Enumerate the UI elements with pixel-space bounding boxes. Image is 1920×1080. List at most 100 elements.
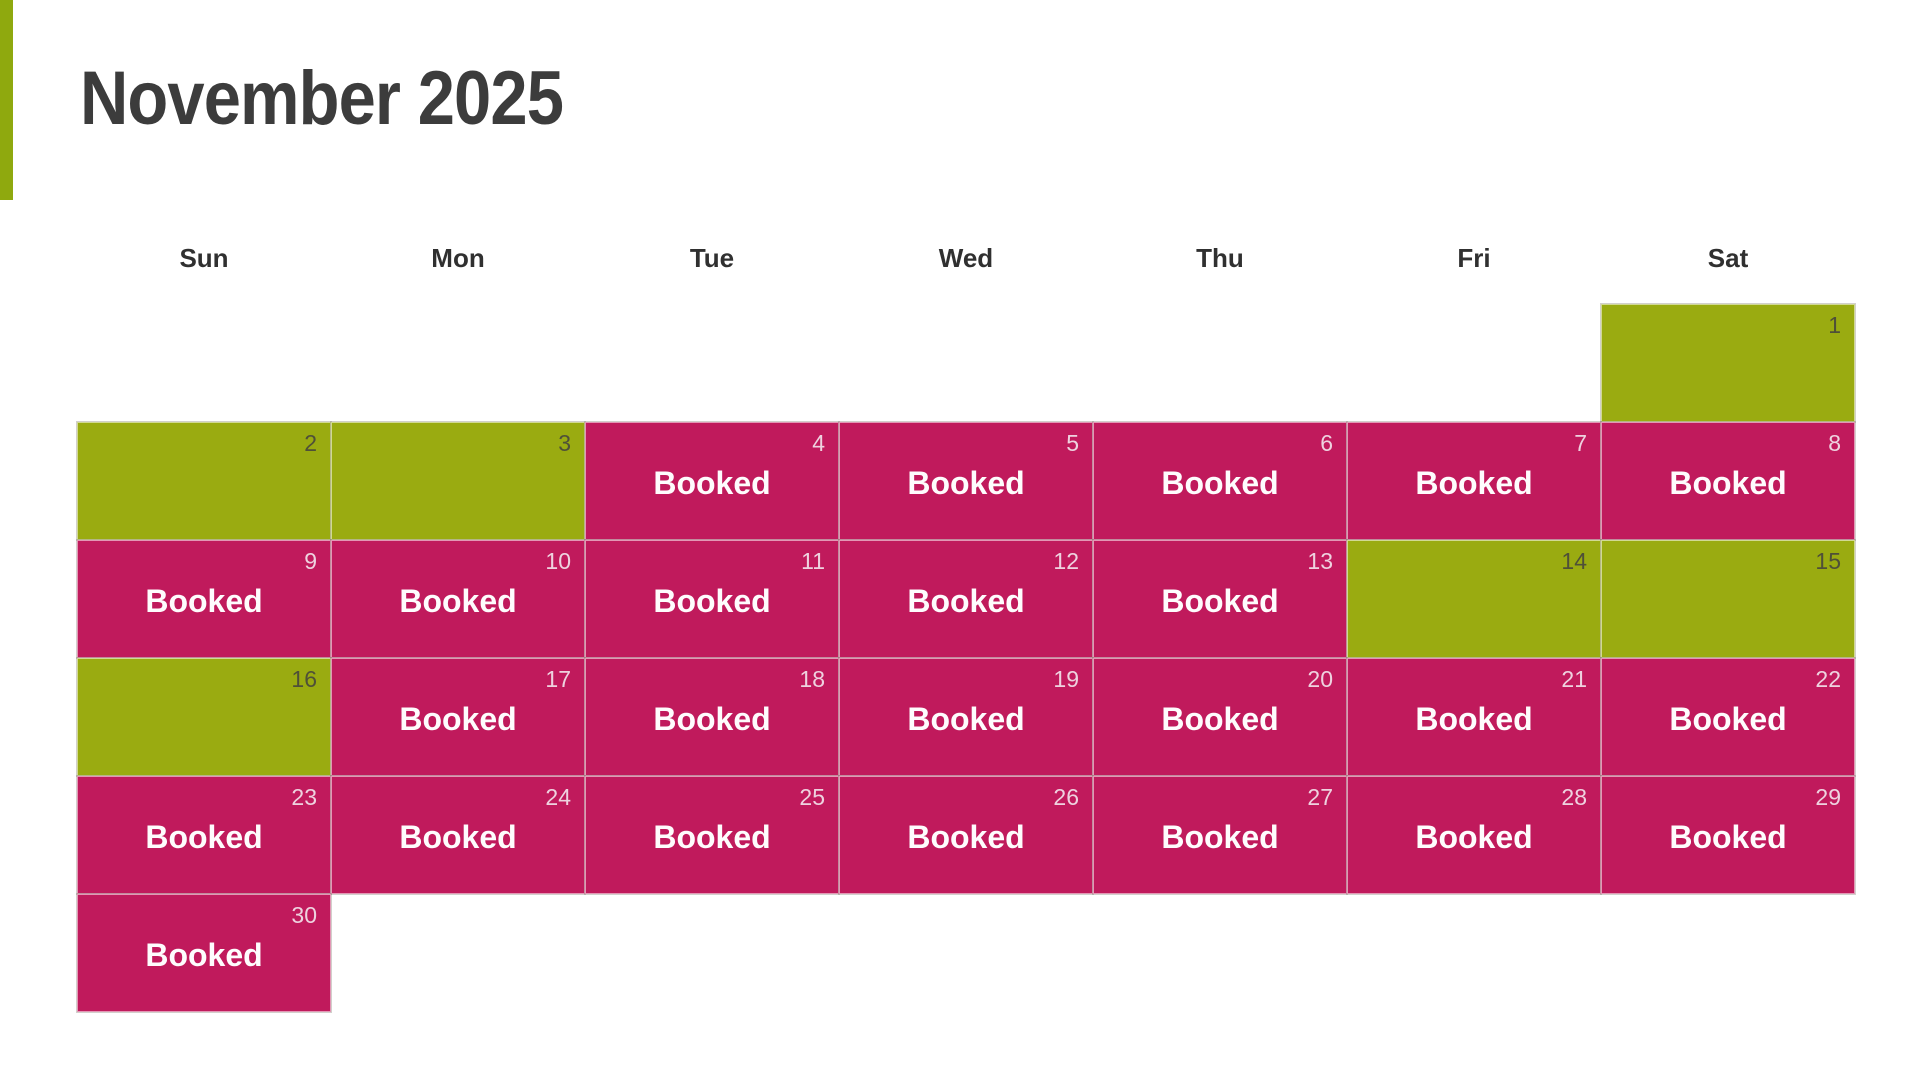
booked-label: Booked [653,700,771,737]
day-number: 25 [799,784,825,810]
empty-day-cell [331,894,585,1012]
day-number: 12 [1053,548,1079,574]
day-cell-26[interactable]: 26 Booked [839,776,1093,894]
day-cell-9[interactable]: 9 Booked [77,540,331,658]
day-cell-4[interactable]: 4 Booked [585,422,839,540]
day-cell-13[interactable]: 13 Booked [1093,540,1347,658]
booked-label: Booked [653,464,771,501]
day-number: 3 [558,430,571,456]
day-number: 16 [291,666,317,692]
weekday-label-sun: Sun [179,243,229,273]
day-number: 30 [291,902,317,928]
weekday-label-wed: Wed [938,243,994,273]
day-number: 15 [1815,548,1841,574]
day-cell-7[interactable]: 7 Booked [1347,422,1601,540]
day-cell-21[interactable]: 21 Booked [1347,658,1601,776]
accent-bar [0,0,13,200]
day-number: 11 [801,548,825,574]
day-number: 8 [1828,430,1841,456]
day-number: 1 [1828,312,1841,338]
day-number: 5 [1066,430,1079,456]
day-cell-16[interactable]: 16 [77,658,331,776]
empty-day-cell [331,304,585,422]
booked-label: Booked [1669,818,1787,855]
booked-label: Booked [399,700,517,737]
booked-label: Booked [399,818,517,855]
day-number: 22 [1815,666,1841,692]
day-number: 21 [1561,666,1587,692]
day-cell-24[interactable]: 24 Booked [331,776,585,894]
day-number: 17 [545,666,571,692]
day-cell-29[interactable]: 29 Booked [1601,776,1855,894]
day-number: 9 [304,548,317,574]
booked-label: Booked [1161,700,1279,737]
day-number: 23 [291,784,317,810]
weekday-label-thu: Thu [1196,243,1244,273]
day-cell-18[interactable]: 18 Booked [585,658,839,776]
day-number: 6 [1320,430,1333,456]
day-cell-28[interactable]: 28 Booked [1347,776,1601,894]
day-cell-6[interactable]: 6 Booked [1093,422,1347,540]
booked-label: Booked [1415,700,1533,737]
day-number: 7 [1574,430,1587,456]
booked-label: Booked [653,582,771,619]
day-number: 18 [799,666,825,692]
empty-day-cell [1347,304,1601,422]
empty-day-cell [839,304,1093,422]
day-cell-20[interactable]: 20 Booked [1093,658,1347,776]
booked-label: Booked [907,700,1025,737]
day-number: 2 [304,430,317,456]
day-cell-5[interactable]: 5 Booked [839,422,1093,540]
weekday-label-sat: Sat [1707,243,1749,273]
booked-label: Booked [145,582,263,619]
day-cell-19[interactable]: 19 Booked [839,658,1093,776]
day-number: 27 [1307,784,1333,810]
day-number: 24 [545,784,571,810]
booked-label: Booked [1161,464,1279,501]
day-cell-23[interactable]: 23 Booked [77,776,331,894]
day-cell-22[interactable]: 22 Booked [1601,658,1855,776]
day-cell-8[interactable]: 8 Booked [1601,422,1855,540]
day-number: 29 [1815,784,1841,810]
day-cell-15[interactable]: 15 [1601,540,1855,658]
weekday-label-mon: Mon [431,243,485,273]
empty-day-cell [585,304,839,422]
weekday-header-row: Sun Mon Tue Wed Thu Fri Sat [77,240,1855,276]
day-cell-27[interactable]: 27 Booked [1093,776,1347,894]
calendar-grid: 1 2 3 4 Booked 5 Booked 6 Booked 7 Booked 8 Booked 9 B… [77,304,1855,1012]
day-number: 28 [1561,784,1587,810]
day-cell-11[interactable]: 11 Booked [585,540,839,658]
day-cell-2[interactable]: 2 [77,422,331,540]
booked-label: Booked [1415,818,1533,855]
day-number: 20 [1307,666,1333,692]
day-cell-12[interactable]: 12 Booked [839,540,1093,658]
day-cell-17[interactable]: 17 Booked [331,658,585,776]
page-title: November 2025 [80,56,564,141]
empty-day-cell [1601,894,1855,1012]
booked-label: Booked [1161,818,1279,855]
day-cell-25[interactable]: 25 Booked [585,776,839,894]
empty-day-cell [77,304,331,422]
booked-label: Booked [907,464,1025,501]
empty-day-cell [1093,894,1347,1012]
weekday-label-tue: Tue [689,243,735,273]
day-cell-3[interactable]: 3 [331,422,585,540]
day-cell-1[interactable]: 1 [1601,304,1855,422]
day-number: 10 [545,548,571,574]
booked-label: Booked [1669,700,1787,737]
booked-label: Booked [907,582,1025,619]
booked-label: Booked [1415,464,1533,501]
day-cell-10[interactable]: 10 Booked [331,540,585,658]
empty-day-cell [1093,304,1347,422]
day-cell-30[interactable]: 30 Booked [77,894,331,1012]
booked-label: Booked [1669,464,1787,501]
booked-label: Booked [1161,582,1279,619]
booked-label: Booked [399,582,517,619]
day-number: 14 [1561,548,1587,574]
day-number: 19 [1053,666,1079,692]
weekday-label-fri: Fri [1457,243,1491,273]
day-cell-14[interactable]: 14 [1347,540,1601,658]
empty-day-cell [1347,894,1601,1012]
booked-label: Booked [907,818,1025,855]
empty-day-cell [585,894,839,1012]
